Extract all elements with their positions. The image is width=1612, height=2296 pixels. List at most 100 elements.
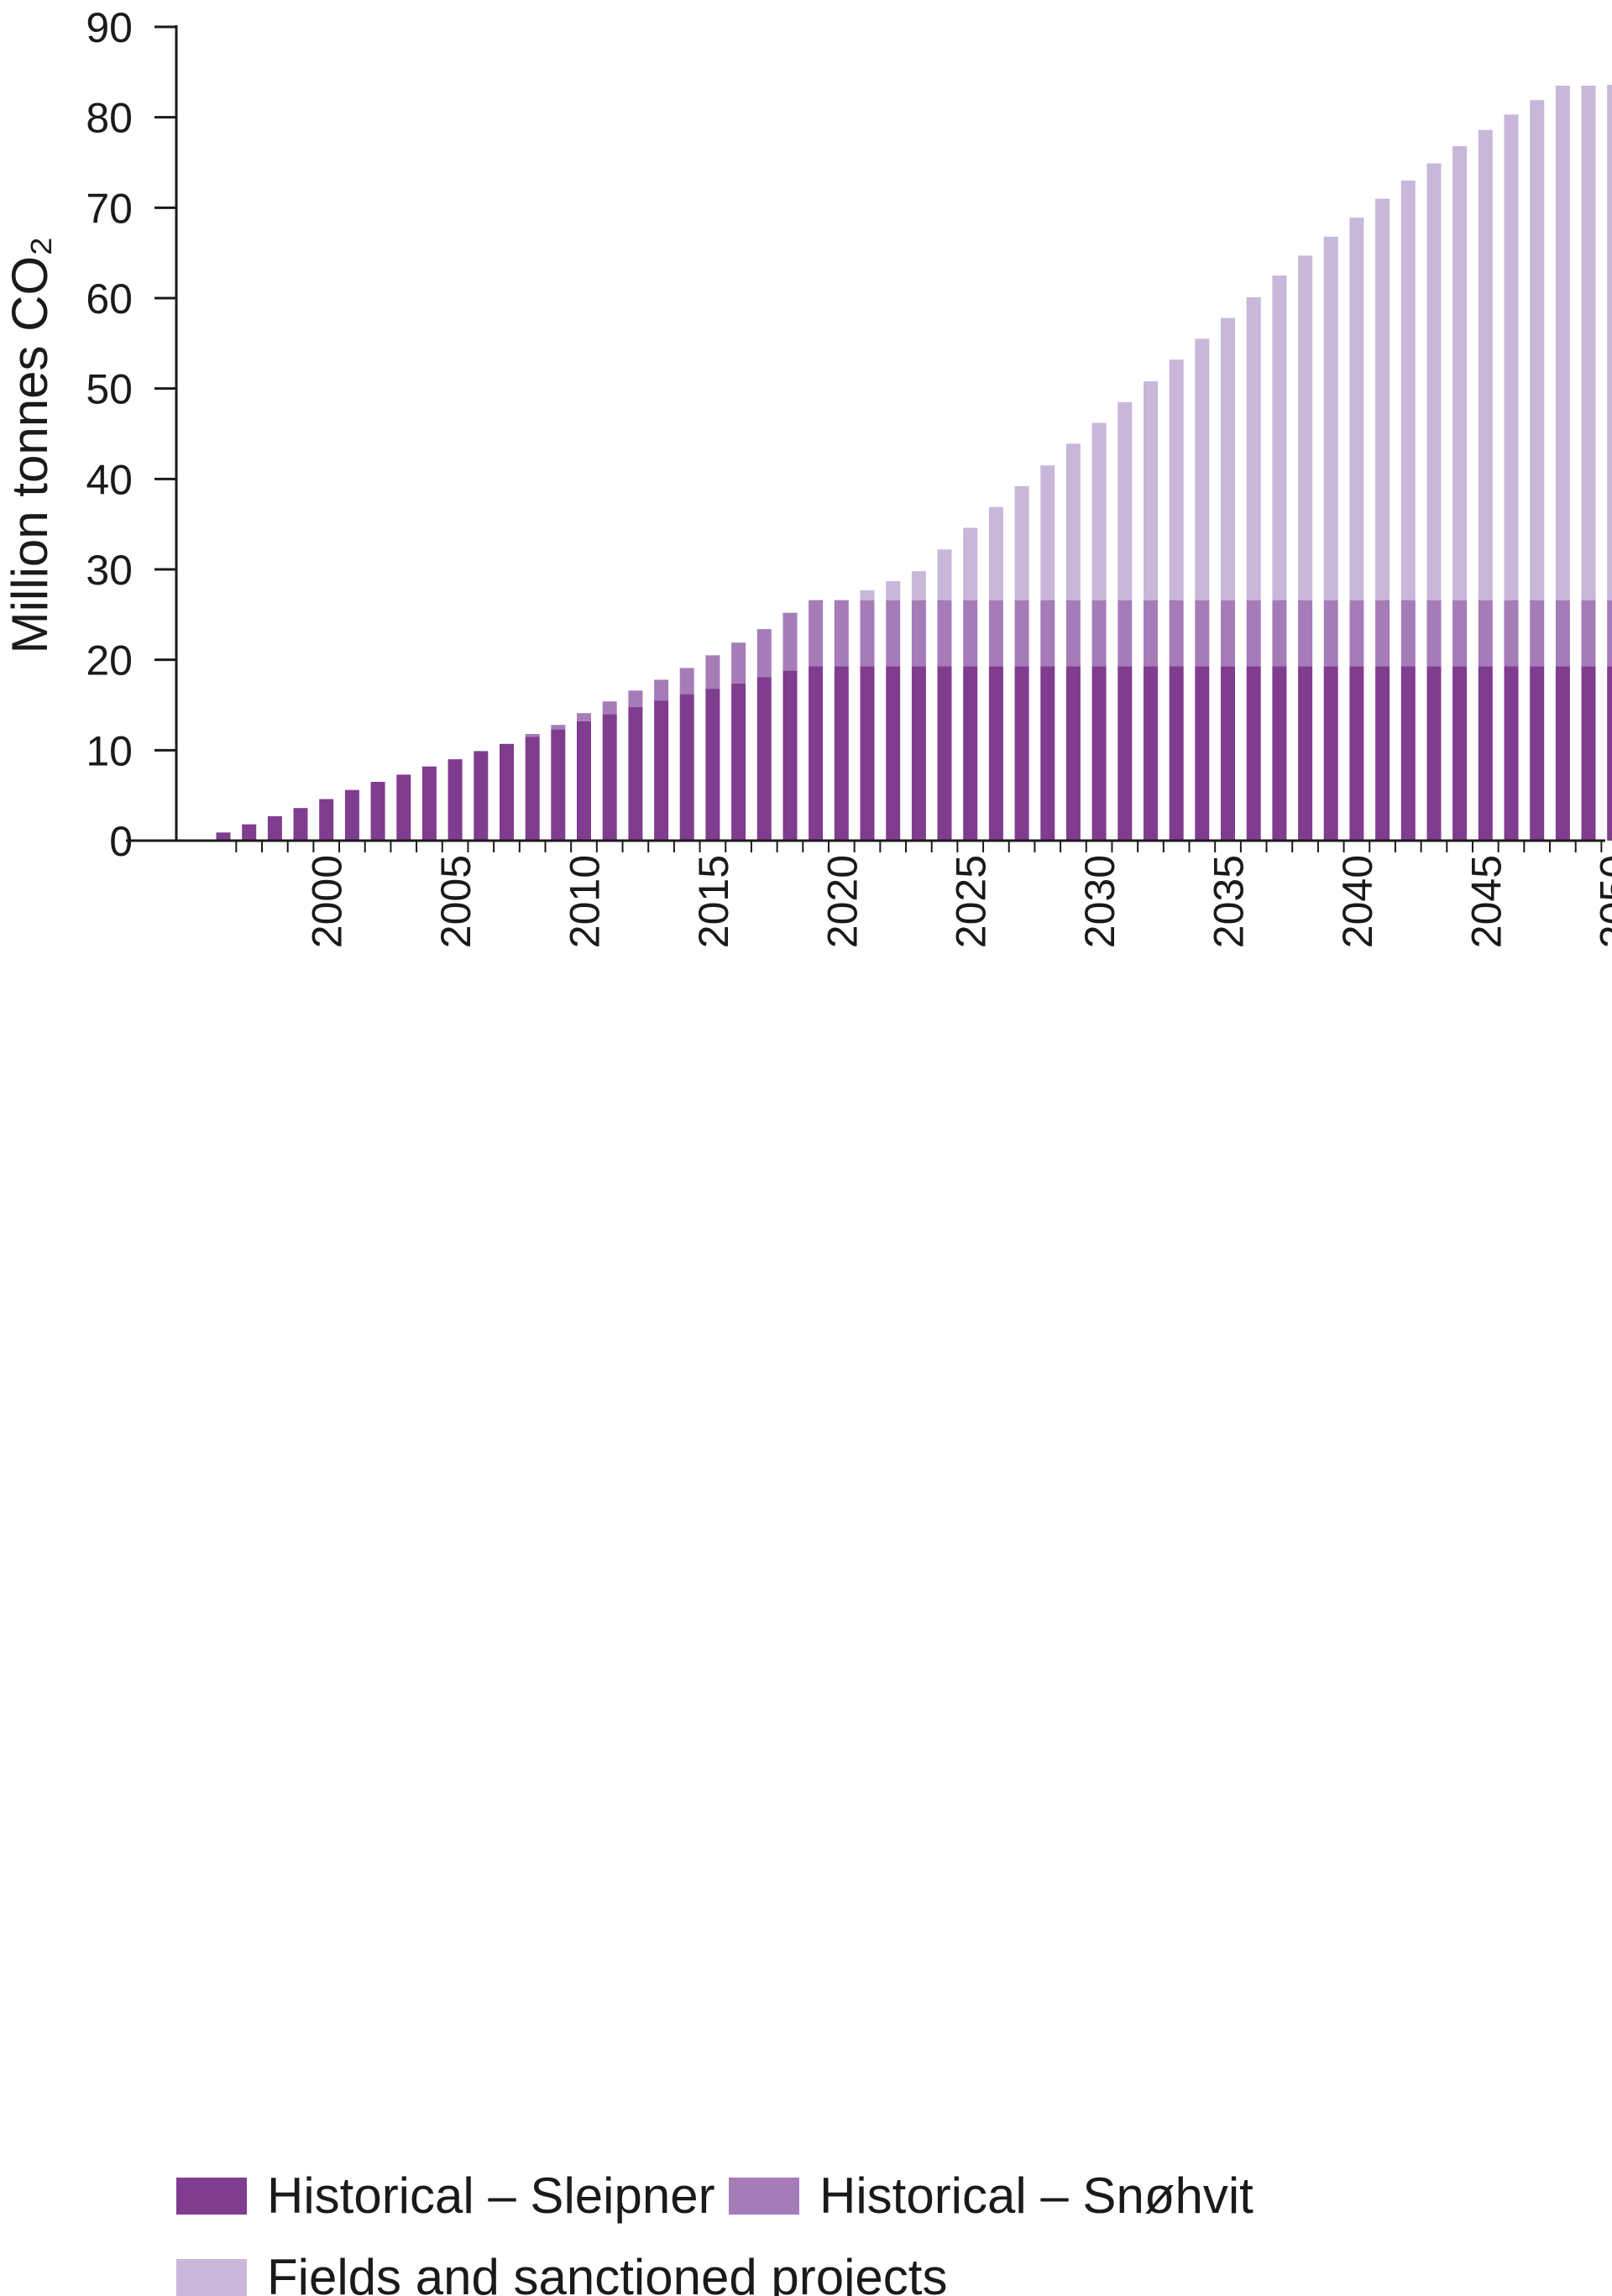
bar-2030-series-2 — [1092, 423, 1107, 600]
bar-2032-series-1 — [1144, 600, 1158, 667]
legend-item-fields: Fields and sanctioned projects — [176, 2248, 947, 2296]
bar-2025-series-0 — [963, 666, 977, 841]
bar-2041-series-0 — [1375, 666, 1390, 841]
bar-2036-series-1 — [1247, 600, 1261, 667]
y-tick-label-30: 30 — [86, 547, 133, 594]
bar-2030-series-1 — [1092, 600, 1107, 667]
bar-2031-series-0 — [1117, 666, 1132, 841]
x-tick-label-2050: 2050 — [1592, 855, 1612, 948]
bar-2047-series-0 — [1530, 666, 1544, 841]
bar-2013-series-1 — [654, 679, 668, 700]
legend-label-snohvit: Historical – Snøhvit — [819, 2167, 1253, 2225]
bar-2048-series-0 — [1556, 666, 1570, 841]
bar-2005-series-0 — [448, 759, 463, 841]
x-tick-label-2030: 2030 — [1076, 855, 1123, 948]
bar-2023-series-0 — [912, 666, 926, 841]
bar-2037-series-2 — [1272, 275, 1286, 600]
bar-2042-series-0 — [1401, 666, 1416, 841]
bar-2029-series-1 — [1066, 600, 1081, 667]
bar-1997-series-0 — [242, 825, 256, 841]
bar-2024-series-0 — [938, 666, 952, 841]
bar-2028-series-2 — [1040, 465, 1055, 600]
y-tick-label-50: 50 — [86, 366, 133, 413]
y-tick-label-20: 20 — [86, 637, 133, 684]
y-tick-label-40: 40 — [86, 456, 133, 503]
bar-2020-series-0 — [835, 666, 849, 841]
bar-2006-series-0 — [474, 751, 488, 841]
bar-2021-series-2 — [861, 590, 875, 600]
bar-2048-series-2 — [1556, 86, 1570, 600]
x-tick-label-2015: 2015 — [690, 855, 737, 948]
bar-2033-series-0 — [1170, 666, 1184, 841]
bar-2030-series-0 — [1092, 666, 1107, 841]
legend-swatch-fields — [176, 2259, 247, 2296]
bar-2023-series-1 — [912, 600, 926, 667]
bar-2045-series-0 — [1479, 666, 1493, 841]
bar-2021-series-1 — [861, 600, 875, 667]
x-tick-label-2000: 2000 — [304, 855, 351, 948]
bar-2046-series-0 — [1505, 666, 1519, 841]
bar-2027-series-0 — [1015, 666, 1029, 841]
bar-2040-series-2 — [1349, 218, 1363, 600]
bar-2035-series-0 — [1221, 666, 1235, 841]
bar-2010-series-1 — [577, 713, 591, 721]
bar-2043-series-1 — [1427, 600, 1442, 667]
y-tick-label-60: 60 — [86, 275, 133, 322]
bar-2039-series-0 — [1324, 666, 1338, 841]
x-tick-label-2045: 2045 — [1463, 855, 1510, 948]
bar-2011-series-1 — [603, 701, 617, 714]
bar-2019-series-0 — [809, 666, 823, 841]
bar-2018-series-1 — [783, 613, 798, 671]
bar-2029-series-0 — [1066, 666, 1081, 841]
legend-item-snohvit: Historical – Snøhvit — [729, 2167, 1253, 2225]
x-tick-label-2025: 2025 — [948, 855, 995, 948]
bar-2036-series-0 — [1247, 666, 1261, 841]
bar-2047-series-1 — [1530, 600, 1544, 667]
bar-2012-series-0 — [628, 707, 642, 841]
legend-swatch-sleipner — [176, 2178, 247, 2215]
bar-2004-series-0 — [422, 767, 437, 841]
bar-2021-series-0 — [861, 666, 875, 841]
bar-1998-series-0 — [268, 816, 282, 841]
y-axis-label: Million tonnes CO₂ — [2, 237, 58, 654]
bar-2022-series-0 — [886, 666, 900, 841]
bar-2014-series-1 — [680, 668, 694, 694]
y-tick-label-80: 80 — [86, 95, 133, 142]
bar-2019-series-1 — [809, 600, 823, 667]
y-tick-label-70: 70 — [86, 185, 133, 232]
legend-label-sleipner: Historical – Sleipner — [267, 2167, 715, 2225]
legend-label-fields: Fields and sanctioned projects — [267, 2248, 947, 2296]
bar-2022-series-2 — [886, 581, 900, 600]
bar-2011-series-0 — [603, 714, 617, 841]
bar-2031-series-2 — [1117, 402, 1132, 600]
bar-2042-series-2 — [1401, 181, 1416, 600]
bar-2016-series-1 — [731, 642, 746, 683]
bar-2038-series-0 — [1298, 666, 1312, 841]
bar-2044-series-1 — [1452, 600, 1467, 667]
bar-2025-series-2 — [963, 528, 977, 600]
bar-2028-series-0 — [1040, 666, 1055, 841]
bar-2041-series-1 — [1375, 600, 1390, 667]
bar-2033-series-1 — [1170, 600, 1184, 667]
bar-2017-series-0 — [757, 677, 772, 841]
bar-2031-series-1 — [1117, 600, 1132, 667]
bar-2008-series-1 — [526, 734, 540, 737]
bar-2040-series-1 — [1349, 600, 1363, 667]
bar-2001-series-0 — [345, 790, 359, 841]
bar-2024-series-2 — [938, 549, 952, 600]
x-tick-label-2020: 2020 — [819, 855, 866, 948]
bar-2003-series-0 — [396, 774, 411, 841]
bar-2049-series-2 — [1582, 86, 1596, 600]
bar-2044-series-2 — [1452, 146, 1467, 600]
y-tick-label-0: 0 — [109, 818, 133, 865]
bars-group — [217, 85, 1612, 841]
bar-2045-series-1 — [1479, 600, 1493, 667]
bar-2009-series-1 — [551, 725, 565, 729]
bar-2037-series-0 — [1272, 666, 1286, 841]
legend-item-sleipner: Historical – Sleipner — [176, 2167, 715, 2225]
bar-2000-series-0 — [319, 799, 333, 841]
bar-2032-series-2 — [1144, 381, 1158, 600]
bar-2026-series-2 — [989, 507, 1003, 600]
bar-2041-series-2 — [1375, 199, 1390, 600]
